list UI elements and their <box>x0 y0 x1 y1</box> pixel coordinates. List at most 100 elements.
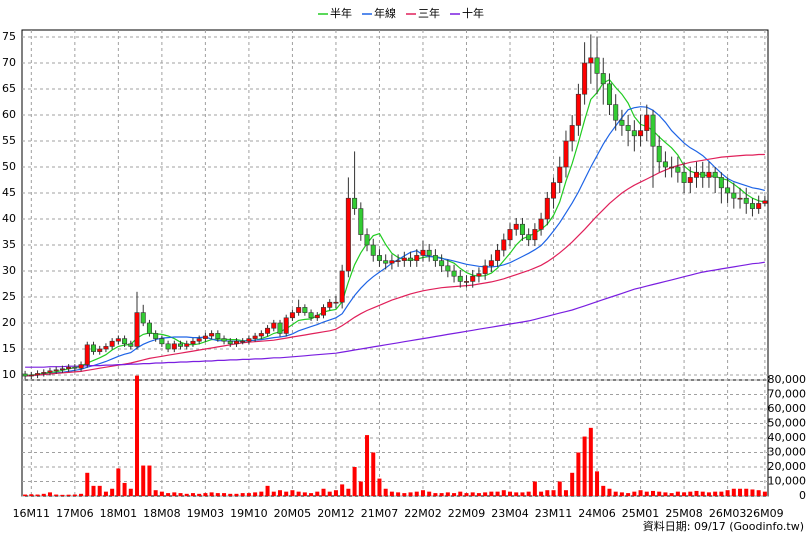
legend-label: 三年 <box>418 6 440 20</box>
plot-frame <box>21 29 769 497</box>
candle-body <box>507 229 513 241</box>
candle-body <box>283 317 289 334</box>
candle-body <box>457 275 463 282</box>
ma-line <box>25 106 766 377</box>
volume-bar <box>694 490 699 496</box>
candle-body <box>196 338 202 342</box>
candle-body <box>563 140 569 168</box>
volume-bar <box>470 492 475 496</box>
volume-tick-label: 30,000 <box>768 446 807 459</box>
volume-bar <box>563 490 568 496</box>
candle-body <box>153 333 159 339</box>
volume-bar <box>601 485 606 496</box>
candle-body <box>159 338 165 345</box>
ma-line <box>25 261 765 368</box>
candle-body <box>289 312 295 319</box>
volume-bar <box>396 492 401 496</box>
volume-bar <box>222 493 227 496</box>
candle-body <box>600 73 606 85</box>
volume-bar <box>147 465 152 496</box>
x-tick-label: 19M10 <box>230 507 268 520</box>
candle-body <box>526 234 532 241</box>
y-tick-label: 15 <box>2 342 16 355</box>
candle-body <box>482 265 488 274</box>
volume-bar <box>333 490 338 496</box>
candle-body <box>302 307 308 313</box>
x-tick-label: 26M03 <box>709 507 747 520</box>
volume-bar <box>557 481 562 496</box>
candle-body <box>594 57 600 74</box>
volume-bar <box>495 491 500 496</box>
volume-bar <box>657 491 662 496</box>
volume-bar <box>688 491 693 496</box>
volume-bar <box>184 493 189 496</box>
candle-body <box>165 343 171 350</box>
volume-bar <box>54 494 59 496</box>
volume-bar <box>234 493 239 496</box>
volume-bar <box>402 493 407 496</box>
candle-body <box>97 348 103 352</box>
candle-body <box>606 83 612 105</box>
volume-bar <box>128 488 133 496</box>
candle-body <box>675 166 681 173</box>
x-tick-label: 20M05 <box>274 507 312 520</box>
legend-label: 半年 <box>330 6 352 20</box>
candle-body <box>538 218 544 230</box>
candle-body <box>364 234 370 246</box>
volume-bar <box>203 493 208 496</box>
volume-bar <box>427 491 432 496</box>
candle-body <box>327 301 333 308</box>
candle-body <box>376 255 382 261</box>
candle-body <box>681 171 687 183</box>
candle-body <box>308 312 314 319</box>
volume-bar <box>619 492 624 496</box>
ma-line <box>25 153 765 377</box>
volume-bar <box>420 490 425 496</box>
y-tick-label: 45 <box>2 186 16 199</box>
candle-body <box>333 301 339 304</box>
x-tick-label: 21M07 <box>361 507 399 520</box>
volume-bar <box>135 375 140 496</box>
candle-body <box>240 340 246 343</box>
candle-body <box>314 314 320 319</box>
volume-bar <box>458 491 463 496</box>
volume-bar <box>265 485 270 496</box>
source-note: 資料日期: 09/17 (Goodinfo.tw) <box>643 519 804 533</box>
volume-bar <box>675 491 680 496</box>
candle-body <box>178 343 184 347</box>
volume-bar <box>632 491 637 496</box>
x-tick-label: 23M11 <box>535 507 573 520</box>
x-tick-label: 25M01 <box>622 507 660 520</box>
candle-body <box>638 130 644 137</box>
volume-bar <box>352 467 357 496</box>
candle-body <box>265 327 271 334</box>
candle-body <box>202 335 208 339</box>
candle-body <box>544 197 550 220</box>
candle-body <box>221 338 227 342</box>
candle-body <box>582 62 588 95</box>
volume-bar <box>738 488 743 496</box>
candle-body <box>233 340 239 345</box>
candle-body <box>495 249 501 261</box>
volume-bar <box>215 493 220 496</box>
volume-bar <box>271 491 276 496</box>
volume-bar <box>570 472 575 496</box>
candle-body <box>215 333 221 339</box>
volume-tick-label: 60,000 <box>768 402 807 415</box>
volume-bar <box>29 494 34 496</box>
volume-bar <box>178 493 183 496</box>
legend: 半年 年線 三年 十年 <box>318 6 484 20</box>
candle-body <box>53 369 59 372</box>
volume-bar <box>97 485 102 496</box>
candle-body <box>401 257 407 261</box>
volume-bar <box>389 491 394 496</box>
volume-bar <box>551 490 556 496</box>
candle-body <box>687 177 693 183</box>
y-tick-label: 60 <box>2 108 16 121</box>
volume-tick-label: 40,000 <box>768 431 807 444</box>
candle-body <box>252 335 258 339</box>
volume-bar <box>613 491 618 496</box>
volume-bar <box>110 488 115 496</box>
candle-body <box>700 171 706 178</box>
